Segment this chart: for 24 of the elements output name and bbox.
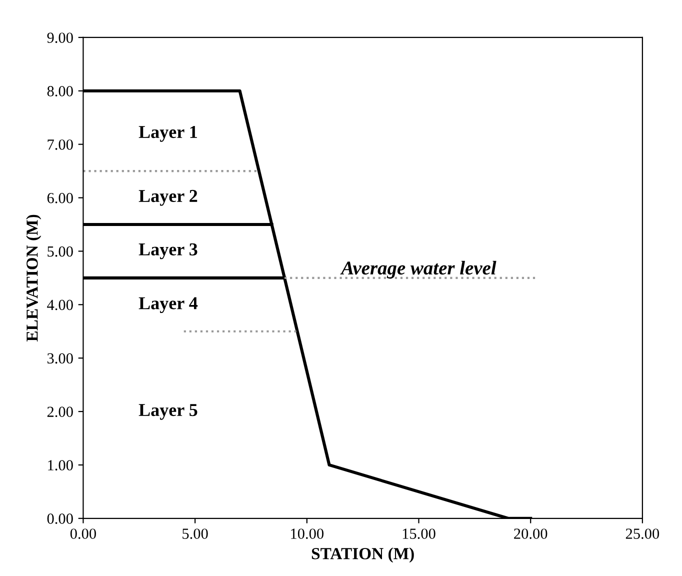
x-tick-label: 25.00 [626,528,660,539]
y-tick-label: 9.00 [47,32,73,43]
annotation: Layer 5 [138,404,198,420]
annotation: Layer 3 [138,243,198,260]
y-tick-label: 5.00 [48,246,73,257]
y-tick-label: 3.00 [47,353,73,364]
annotation: Layer 1 [138,126,197,142]
annotation: Layer 2 [138,190,198,206]
y-axis-title: ELEVATION (M) [26,214,42,342]
annotation: Average water level [340,260,496,279]
y-tick-label: 1.00 [48,460,73,470]
x-tick-label: 10.00 [291,528,324,539]
y-tick-label: 4.00 [47,300,73,310]
x-tick-label: 15.00 [402,528,436,539]
x-tick-label: 0.00 [70,528,96,539]
y-tick-label: 2.00 [47,406,73,418]
y-tick-label: 6.00 [47,192,73,204]
x-tick-label: 20.00 [514,528,548,539]
x-tick-label: 5.00 [182,528,208,539]
x-axis-title: STATION (M) [312,548,414,563]
y-tick-label: 8.00 [47,86,73,96]
y-tick-label: 0.00 [47,514,73,524]
y-tick-label: 7.00 [48,139,73,150]
annotation: Layer 4 [138,297,198,314]
